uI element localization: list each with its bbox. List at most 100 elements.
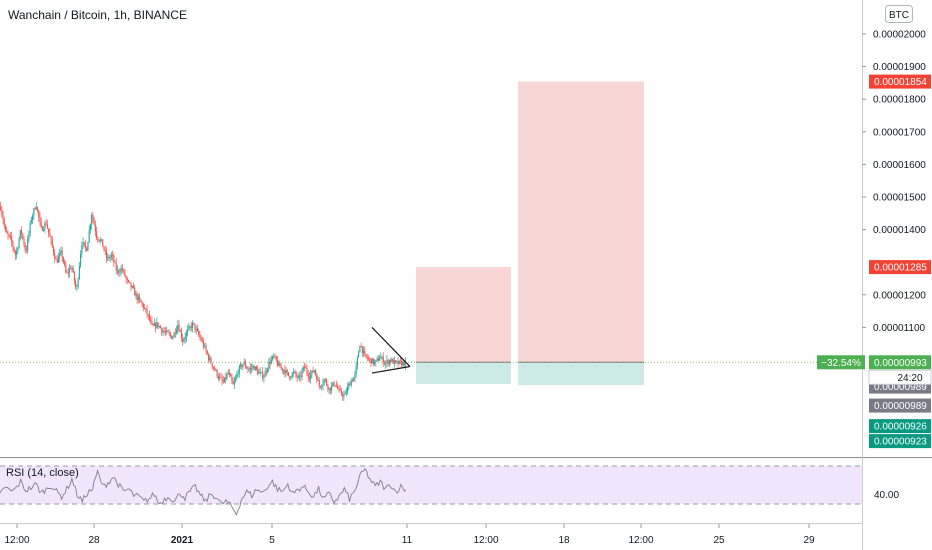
candle-body bbox=[180, 331, 183, 339]
candle-body bbox=[88, 230, 90, 242]
candle-body bbox=[237, 373, 239, 375]
price-label-box bbox=[869, 398, 931, 413]
candle-body bbox=[279, 363, 281, 368]
candle-body bbox=[286, 370, 288, 373]
large-position-target-zone[interactable] bbox=[518, 81, 644, 363]
candle-body bbox=[91, 215, 93, 225]
price-label-text: 0.00000989 bbox=[874, 401, 927, 412]
candles bbox=[0, 201, 406, 401]
candle-body bbox=[249, 367, 251, 370]
price-label-box bbox=[869, 355, 931, 370]
price-label-text: 0.00001854 bbox=[874, 77, 927, 88]
candle-body bbox=[332, 382, 334, 386]
candle-body bbox=[134, 288, 136, 296]
rsi-panel[interactable]: RSI (14, close) 40.00 bbox=[0, 465, 899, 516]
candle-body bbox=[146, 308, 148, 315]
candle-body bbox=[316, 374, 318, 381]
candle-body bbox=[98, 239, 100, 242]
candle-body bbox=[166, 330, 168, 332]
large-position-stop-zone[interactable] bbox=[518, 362, 644, 386]
candle-body bbox=[195, 328, 197, 331]
candle-body bbox=[177, 324, 179, 330]
candle-body bbox=[112, 255, 114, 256]
candle-body bbox=[239, 364, 242, 366]
candle-body bbox=[141, 302, 143, 304]
candle-body bbox=[190, 326, 192, 329]
price-axis[interactable]: 0.00002000 0.00001900 0.00001800 0.00001700… bbox=[862, 30, 926, 334]
candle-body bbox=[128, 280, 130, 282]
candle-body bbox=[392, 359, 394, 364]
candle-body bbox=[377, 358, 379, 361]
price-tick-label: 0.00002000 bbox=[873, 30, 926, 41]
candle-body bbox=[203, 341, 205, 347]
candle-body bbox=[65, 264, 67, 272]
candle-body bbox=[387, 360, 389, 364]
candle-body bbox=[118, 270, 120, 273]
currency-button[interactable]: BTC bbox=[885, 5, 913, 23]
candle-body bbox=[351, 380, 354, 382]
small-position-stop-zone[interactable] bbox=[416, 362, 511, 385]
candle-body bbox=[9, 235, 12, 237]
candle-body bbox=[188, 326, 190, 330]
candle-body bbox=[300, 375, 302, 377]
candle-body bbox=[358, 352, 360, 358]
candle-body bbox=[72, 268, 74, 272]
candle-body bbox=[77, 278, 79, 287]
candle-body bbox=[268, 361, 270, 369]
candle-body bbox=[225, 377, 227, 380]
candle-body bbox=[99, 239, 101, 242]
time-tick-label: 2021 bbox=[171, 535, 194, 546]
candle-body bbox=[375, 360, 377, 362]
candle-body bbox=[147, 314, 149, 316]
time-tick-label: 12:00 bbox=[473, 535, 498, 546]
candle-body bbox=[75, 281, 77, 288]
candle-body bbox=[153, 323, 155, 326]
candle-body bbox=[92, 215, 94, 220]
candle-body bbox=[18, 238, 20, 248]
candle-body bbox=[278, 363, 280, 366]
candle-body bbox=[40, 221, 42, 228]
candle-body bbox=[140, 299, 142, 303]
candle-body bbox=[205, 345, 207, 352]
candle-body bbox=[200, 337, 202, 341]
triangle-pattern[interactable] bbox=[371, 326, 411, 374]
candle-body bbox=[396, 361, 398, 362]
candle-body bbox=[344, 392, 346, 395]
candle-body bbox=[169, 333, 171, 336]
candle-body bbox=[313, 370, 315, 373]
candle-body bbox=[52, 246, 55, 254]
candle-body bbox=[212, 366, 215, 368]
candle-body bbox=[355, 365, 357, 374]
candle-body bbox=[219, 376, 221, 379]
candle-body bbox=[109, 256, 111, 259]
candle-body bbox=[327, 384, 329, 390]
candle-body bbox=[71, 268, 73, 269]
candle-body bbox=[96, 231, 98, 238]
candle-body bbox=[183, 339, 185, 342]
triangle-upper-line[interactable] bbox=[371, 326, 411, 367]
candle-body bbox=[93, 219, 95, 225]
position-zones[interactable] bbox=[0, 81, 862, 386]
candle-body bbox=[35, 207, 37, 210]
candle-body bbox=[306, 368, 308, 374]
countdown-label: 24:20 bbox=[897, 373, 922, 384]
triangle-lower-line[interactable] bbox=[371, 365, 411, 374]
candle-body bbox=[89, 224, 91, 231]
small-position-target-zone[interactable] bbox=[416, 267, 511, 363]
candle-body bbox=[307, 373, 309, 377]
candle-body bbox=[137, 296, 139, 301]
candle-body bbox=[333, 382, 335, 386]
price-tick-label: 0.00001200 bbox=[873, 290, 926, 301]
candle-body bbox=[317, 380, 319, 381]
time-axis[interactable]: 12:00 28 2021 5 11 12:00 18 12:00 25 29 bbox=[4, 524, 815, 546]
candle-body bbox=[86, 247, 88, 252]
candle-body bbox=[348, 383, 350, 388]
candle-body bbox=[312, 370, 314, 373]
candle-body bbox=[196, 328, 199, 331]
candle-body bbox=[209, 357, 211, 360]
candle-body bbox=[168, 332, 170, 334]
candle-body bbox=[217, 376, 219, 379]
candle-body bbox=[150, 319, 152, 321]
